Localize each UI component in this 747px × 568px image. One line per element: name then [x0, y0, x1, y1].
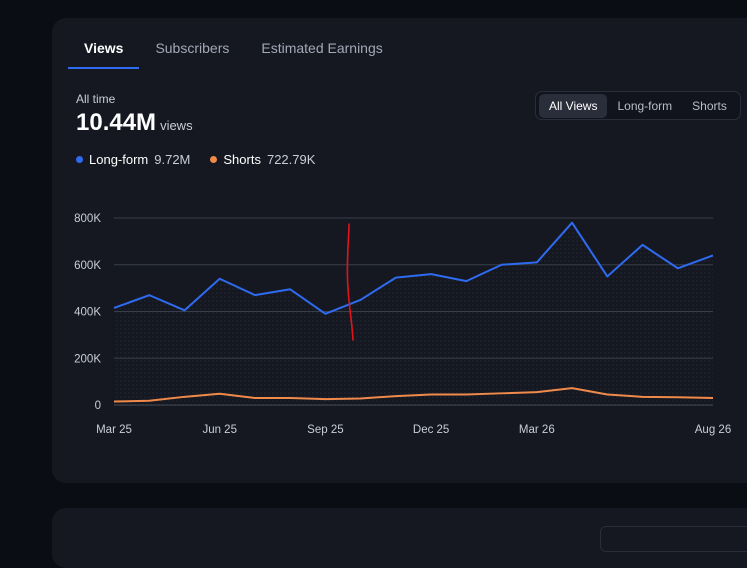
x-tick-label: Mar 25 [96, 424, 132, 436]
tab-estimated-earnings[interactable]: Estimated Earnings [261, 40, 383, 56]
y-tick-label: 400K [74, 307, 101, 319]
filter-long-form-button[interactable]: Long-form [617, 98, 673, 113]
total-unit: views [160, 118, 193, 133]
x-tick-label: Dec 25 [413, 424, 449, 436]
tab-subscribers[interactable]: Subscribers [155, 40, 230, 56]
total-views: 10.44M views [76, 109, 193, 137]
x-tick-label: Aug 26 [695, 424, 731, 436]
y-tick-label: 200K [74, 353, 101, 365]
shorts-dot-icon [210, 156, 218, 163]
metric-tabs: Views Subscribers Estimated Earnings [68, 40, 399, 69]
y-tick-label: 600K [74, 260, 101, 272]
y-tick-label: 800K [74, 213, 101, 225]
tab-views[interactable]: Views [68, 40, 140, 69]
legend-item-shorts: Shorts 722.79K [210, 152, 315, 167]
long-form-area [114, 222, 713, 405]
legend-name: Shorts [223, 152, 261, 167]
period-label: All time [76, 92, 116, 106]
legend-item-long-form: Long-form 9.72M [76, 152, 190, 167]
view-type-filter: All Views Long-form Shorts [535, 91, 741, 120]
secondary-card [52, 508, 747, 568]
total-value: 10.44M [76, 109, 157, 136]
y-tick-label: 0 [95, 400, 101, 412]
long-form-dot-icon [76, 156, 83, 163]
shorts-series-line [113, 387, 714, 403]
annotation-mark [346, 223, 354, 341]
legend-value: 9.72M [154, 152, 191, 167]
x-tick-label: Sep 25 [307, 424, 343, 436]
legend-name: Long-form [89, 152, 149, 167]
secondary-card-control[interactable] [600, 526, 747, 552]
views-line-chart: 0 200K 400K 600K 800K Mar 25 Jun 25 Sep 25 Dec 2… [74, 213, 731, 436]
filter-shorts-button[interactable]: Shorts [692, 98, 727, 113]
legend-value: 722.79K [266, 152, 316, 167]
filter-all-views-button[interactable]: All Views [539, 93, 608, 118]
long-form-series-line [113, 221, 714, 315]
x-tick-label: Mar 26 [519, 424, 555, 436]
x-tick-label: Jun 25 [202, 424, 237, 436]
chart-legend: Long-form 9.72M Shorts 722.79K [76, 152, 315, 167]
